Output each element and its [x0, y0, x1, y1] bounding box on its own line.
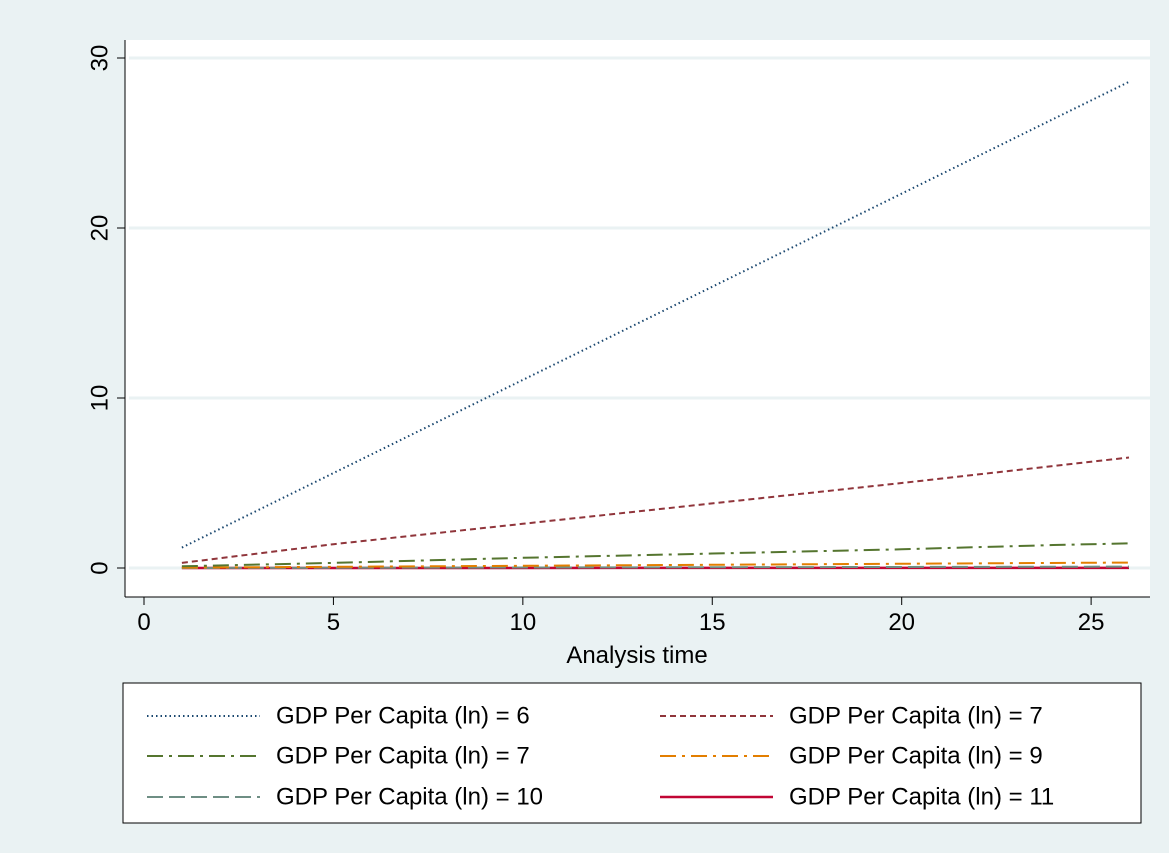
y-tick-label-1: 10: [87, 385, 114, 412]
axes: 0 10 20 30 0 5 10 15 20 25: [87, 40, 1150, 636]
legend-label-1: GDP Per Capita (ln) = 7: [789, 703, 1043, 730]
plot-area: [125, 40, 1150, 597]
x-tick-label-0: 0: [137, 609, 150, 636]
x-tick-label-5: 25: [1078, 609, 1105, 636]
series-lines: [181, 80, 1130, 570]
legend-label-5: GDP Per Capita (ln) = 11: [789, 784, 1054, 811]
legend-label-4: GDP Per Capita (ln) = 10: [276, 784, 543, 811]
x-tick-label-3: 15: [699, 609, 726, 636]
legend: GDP Per Capita (ln) = 6 GDP Per Capita (l…: [147, 703, 1054, 811]
legend-label-2: GDP Per Capita (ln) = 7: [276, 743, 530, 770]
x-tick-label-2: 10: [509, 609, 536, 636]
series-line-2: [181, 542, 1130, 568]
y-tick-label-3: 30: [87, 45, 114, 72]
series-line-1: [181, 456, 1130, 564]
x-axis-title: Analysis time: [566, 642, 707, 669]
series-line-0: [181, 80, 1130, 549]
y-tick-label-2: 20: [87, 215, 114, 242]
series-line-3: [181, 561, 1130, 569]
x-tick-label-1: 5: [327, 609, 340, 636]
legend-box: [122, 682, 1142, 824]
series-line-4: [181, 565, 1130, 569]
y-tick-label-0: 0: [87, 561, 114, 574]
x-tick-label-4: 20: [888, 609, 915, 636]
legend-label-0: GDP Per Capita (ln) = 6: [276, 703, 530, 730]
legend-label-3: GDP Per Capita (ln) = 9: [789, 743, 1043, 770]
